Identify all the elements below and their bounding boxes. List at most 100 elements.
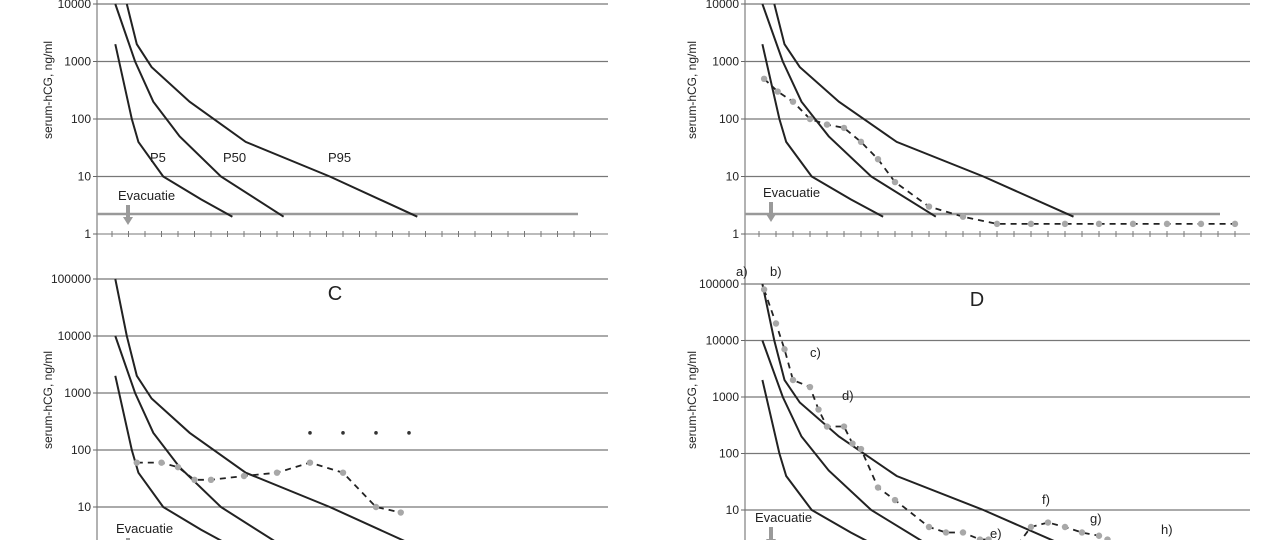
annotation-label: P50 bbox=[223, 150, 246, 165]
y-tick-label: 1000 bbox=[64, 55, 91, 69]
data-point bbox=[849, 440, 856, 447]
y-tick-label: 10 bbox=[726, 503, 740, 517]
data-point bbox=[806, 383, 814, 391]
data-point bbox=[874, 155, 882, 163]
annotation-label: e) bbox=[990, 526, 1002, 540]
data-point bbox=[240, 472, 248, 480]
evacuation-label: Evacuatie bbox=[118, 188, 175, 203]
data-point bbox=[857, 445, 865, 453]
data-point bbox=[959, 529, 967, 536]
data-point bbox=[133, 459, 140, 466]
annotation-label: a) bbox=[736, 264, 748, 279]
evacuation-arrow-head bbox=[766, 214, 776, 222]
percentile-curve-p95 bbox=[114, 278, 405, 540]
y-tick-label: 10 bbox=[726, 170, 740, 184]
percentile-curve-p5 bbox=[114, 43, 233, 218]
evacuation-arrow-head bbox=[123, 217, 133, 225]
percentile-curve-p50 bbox=[114, 335, 275, 540]
panel-c: 10 100 1000 10000 100000 serum-hCG, ng/ml C Eva… bbox=[41, 269, 608, 540]
data-point bbox=[1231, 220, 1239, 228]
y-tick-label: 1000 bbox=[64, 386, 91, 400]
data-point bbox=[1044, 519, 1052, 526]
y-axis-label: serum-hCG, ng/ml bbox=[41, 41, 55, 139]
y-tick-label: 1000 bbox=[712, 55, 739, 69]
data-point bbox=[857, 138, 865, 146]
evacuation-label: Evacuatie bbox=[755, 510, 812, 525]
data-point bbox=[874, 484, 882, 491]
data-point bbox=[1129, 220, 1137, 228]
percentile-curve-p50 bbox=[114, 3, 285, 218]
annotation-label: b) bbox=[770, 264, 782, 279]
data-point bbox=[306, 459, 314, 466]
data-point bbox=[1197, 220, 1205, 228]
data-point bbox=[959, 213, 967, 220]
annotation-label: f) bbox=[1042, 492, 1050, 507]
data-point bbox=[1104, 536, 1111, 540]
data-point bbox=[1095, 532, 1103, 539]
y-tick-label: 10000 bbox=[706, 334, 740, 348]
y-tick-label: 100000 bbox=[51, 272, 91, 286]
data-point bbox=[815, 406, 822, 413]
y-tick-label: 10000 bbox=[58, 329, 92, 343]
annotation-label: P95 bbox=[328, 150, 351, 165]
data-point bbox=[158, 459, 165, 466]
data-point bbox=[1061, 523, 1069, 531]
data-point bbox=[976, 536, 984, 540]
y-tick-label: 100 bbox=[719, 447, 739, 461]
data-point bbox=[789, 98, 797, 105]
y-tick-label: 1 bbox=[84, 227, 91, 241]
data-point bbox=[341, 431, 345, 435]
y-tick-label: 100 bbox=[71, 443, 91, 457]
evacuation-label: Evacuatie bbox=[116, 521, 173, 536]
annotation-label: d) bbox=[842, 388, 854, 403]
data-point bbox=[339, 469, 347, 476]
data-point bbox=[840, 124, 848, 132]
data-point bbox=[942, 529, 950, 536]
data-point bbox=[823, 121, 831, 128]
annotation-label: P5 bbox=[150, 150, 166, 165]
percentile-curve-p5 bbox=[114, 375, 223, 540]
patient-series-line bbox=[136, 461, 401, 514]
percentile-curve-p95 bbox=[761, 283, 1055, 540]
data-point bbox=[1163, 220, 1171, 228]
data-point bbox=[925, 523, 933, 531]
data-point bbox=[207, 476, 215, 484]
patient-series-line bbox=[763, 289, 1111, 540]
y-tick-label: 100 bbox=[719, 112, 739, 126]
data-point bbox=[781, 346, 788, 353]
y-tick-label: 1000 bbox=[712, 390, 739, 404]
y-tick-label: 100000 bbox=[699, 277, 739, 291]
data-point bbox=[1061, 220, 1069, 228]
y-tick-label: 100 bbox=[71, 112, 91, 126]
percentile-curve-p95 bbox=[773, 3, 1074, 218]
annotation-label: g) bbox=[1090, 511, 1102, 526]
percentile-curve-p5 bbox=[761, 43, 884, 218]
y-tick-label: 10 bbox=[78, 500, 92, 514]
data-point bbox=[840, 423, 848, 430]
data-point bbox=[823, 423, 831, 430]
percentile-curve-p5 bbox=[761, 379, 868, 540]
data-point bbox=[774, 88, 781, 95]
y-tick-label: 10 bbox=[78, 170, 92, 184]
data-point bbox=[273, 469, 281, 476]
data-point bbox=[1027, 523, 1035, 531]
annotation-label: h) bbox=[1161, 522, 1173, 537]
data-point bbox=[407, 431, 411, 435]
evacuation-label: Evacuatie bbox=[763, 185, 820, 200]
data-point bbox=[397, 509, 404, 516]
data-point bbox=[374, 431, 378, 435]
data-point bbox=[789, 376, 797, 384]
percentile-curve-p50 bbox=[761, 3, 937, 218]
data-point bbox=[191, 476, 198, 484]
y-axis-label: serum-hCG, ng/ml bbox=[685, 41, 699, 139]
y-tick-label: 10000 bbox=[58, 0, 92, 11]
data-point bbox=[925, 203, 933, 210]
data-point bbox=[174, 463, 182, 471]
data-point bbox=[891, 178, 899, 186]
data-point bbox=[760, 75, 768, 83]
data-point bbox=[760, 286, 768, 293]
y-axis-label: serum-hCG, ng/ml bbox=[41, 351, 55, 449]
data-point bbox=[891, 496, 899, 504]
